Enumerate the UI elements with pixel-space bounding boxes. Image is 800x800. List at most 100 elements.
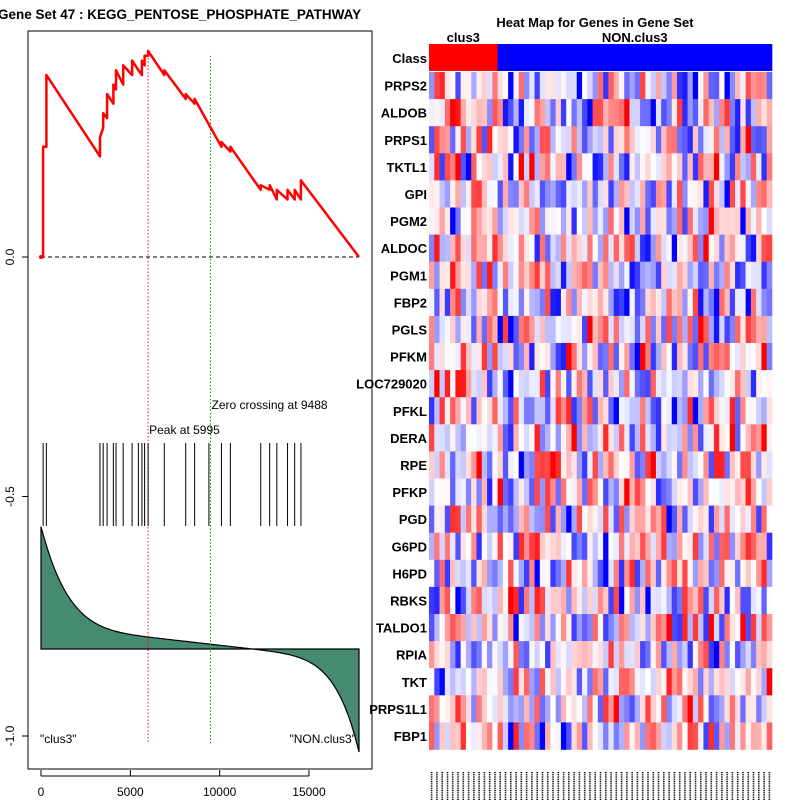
heatmap-cell [592,370,599,398]
heatmap-cell [518,180,525,208]
heatmap-cell [539,478,546,506]
heatmap-cell [529,641,535,669]
heatmap-cell [745,288,752,317]
gene-label: PGD [399,512,427,527]
heatmap-cell [465,153,472,181]
heatmap-cell [729,478,736,506]
heatmap-cell [624,180,630,208]
heatmap-cell [692,532,699,561]
heatmap-cell [724,153,731,181]
heatmap-cell [444,153,451,181]
heatmap-cell [645,126,651,154]
heatmap-cell [502,614,509,642]
heatmap-cell [566,668,572,696]
heatmap-cell [655,343,662,371]
heatmap-cell [450,315,456,344]
heatmap-cell [650,505,657,533]
heatmap-cell [666,668,673,696]
heatmap-cell [597,288,604,317]
heatmap-cell [640,180,646,208]
gene-label: RPE [400,458,427,473]
heatmap-cell [597,505,604,533]
heatmap-cell [655,668,662,696]
heatmap-cell [740,370,746,398]
heatmap-cell [735,315,741,344]
heatmap-cell [703,505,709,533]
heatmap-cell [434,99,440,127]
heatmap-cell [661,695,667,723]
heatmap-cell [634,72,641,100]
heatmap-cell [698,722,704,750]
heatmap-cell [703,668,709,696]
heatmap-cell [618,180,625,208]
heatmap-cell [645,370,651,398]
heatmap-cell [719,153,725,181]
heatmap-cell [508,180,514,208]
heatmap-cell [513,695,520,723]
heatmap-cell [460,586,467,615]
heatmap-cell [529,234,535,262]
heatmap-cell [613,532,620,561]
heatmap-cell [708,614,715,642]
heatmap-cell [698,288,704,317]
heatmap-cell [508,153,514,181]
heatmap-cell [613,505,620,533]
heatmap-cell [434,451,440,479]
heatmap-cell [497,99,504,127]
heatmap-cell [497,72,504,100]
heatmap-cell [645,722,651,750]
heatmap-cell [476,180,483,208]
heatmap-cell [539,72,546,100]
heatmap-cell [724,695,731,723]
heatmap-cell [592,614,599,642]
heatmap-cell [735,614,741,642]
heatmap-cell [429,722,435,750]
heatmap-cell [508,668,514,696]
heatmap-cell [650,207,657,235]
heatmap-cell [677,532,683,561]
heatmap-cell [439,315,446,344]
heatmap-cell [750,99,757,127]
heatmap-cell [682,153,688,181]
heatmap-cell [698,207,704,235]
heatmap-cell [487,99,493,127]
heatmap-cell [761,234,768,262]
heatmap-cell [682,586,688,615]
heatmap-cell [481,72,488,100]
heatmap-cell [534,722,541,750]
heatmap-cell [745,641,752,669]
heatmap-cell [471,261,477,290]
heatmap-cell [555,343,562,371]
heatmap-cell [481,343,488,371]
heatmap-cell [492,315,498,344]
heatmap-cell [745,532,752,561]
heatmap-cell [523,126,530,154]
heatmap-cell [613,451,620,479]
heatmap-cell [471,72,477,100]
heatmap-cell [534,641,541,669]
heatmap-cell [708,261,715,290]
heatmap-cell [698,586,704,615]
heatmap-cell [529,207,535,235]
gene-label: PGLS [392,322,428,337]
heatmap-cell [529,505,535,533]
heatmap-cell [587,451,593,479]
heatmap-cell [545,261,551,290]
heatmap-cell [761,397,768,425]
heatmap-cell [640,126,646,154]
heatmap-cell [576,451,583,479]
heatmap-cell [629,207,636,235]
heatmap-cell [534,234,541,262]
heatmap-cell [724,424,731,452]
heatmap-cell [597,695,604,723]
heatmap-cell [719,586,725,615]
heatmap-cell [661,288,667,317]
heatmap-cell [666,641,673,669]
heatmap-cell [750,343,757,371]
heatmap-cell [713,722,720,750]
heatmap-cell [618,207,625,235]
enrichment-plot-title: Gene Set 47 : KEGG_PENTOSE_PHOSPHATE_PAT… [0,7,361,22]
heatmap-cell [740,641,746,669]
heatmap-cell [698,180,704,208]
heatmap-cell [508,370,514,398]
